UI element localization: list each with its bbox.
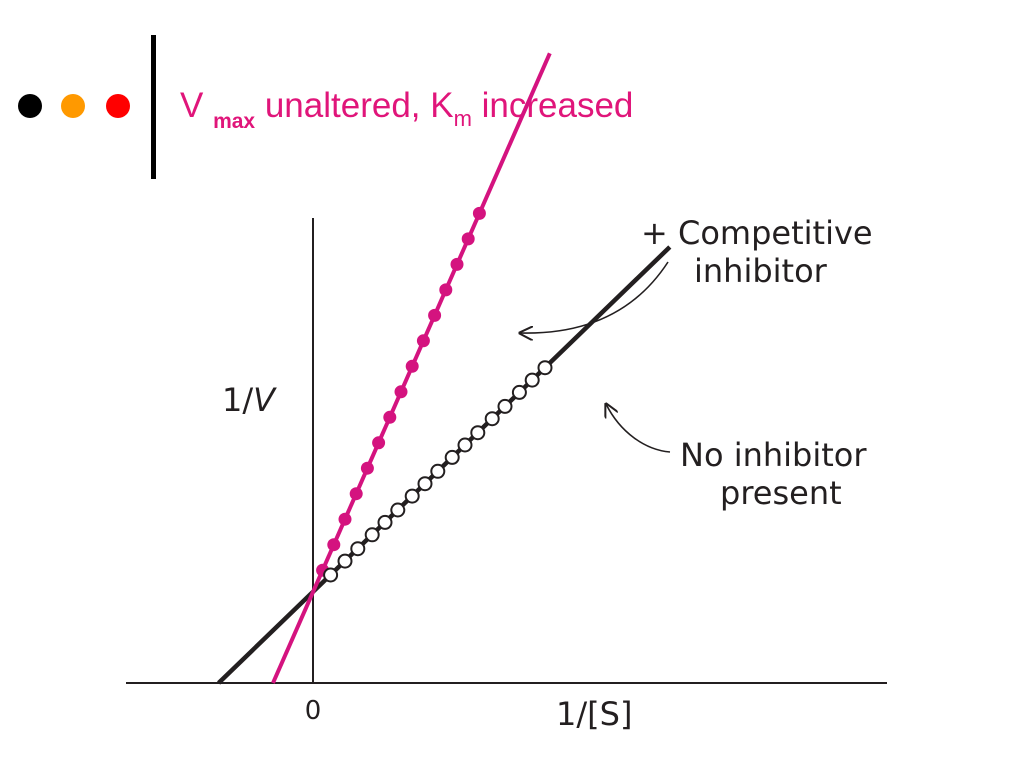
competitive-inhibitor-point-10 bbox=[416, 334, 430, 348]
competitive-inhibitor-point-14 bbox=[461, 232, 475, 246]
no-inhibitor-points bbox=[323, 360, 553, 583]
competitive-inhibitor-point-12 bbox=[439, 283, 453, 297]
no-inhibitor-point-4 bbox=[364, 527, 380, 543]
no-inhibitor-point-16 bbox=[524, 372, 540, 388]
origin-label: 0 bbox=[305, 696, 322, 726]
competitive-inhibitor-points bbox=[316, 206, 486, 577]
x-axis-label: 1/[S] bbox=[556, 695, 632, 733]
no-inhibitor-point-5 bbox=[377, 514, 393, 530]
title-part-increased: increased bbox=[471, 86, 634, 125]
bullet-dot-black bbox=[18, 94, 42, 118]
competitive-inhibitor-point-9 bbox=[405, 359, 419, 373]
no-inhibitor-point-9 bbox=[430, 463, 446, 479]
competitive-inhibitor-point-6 bbox=[372, 436, 386, 450]
competitive-inhibitor-point-13 bbox=[450, 257, 464, 271]
no-inhibitor-line bbox=[217, 245, 672, 685]
no-inhibitor-point-11 bbox=[457, 437, 473, 453]
title-part-km: unaltered, K bbox=[255, 86, 454, 125]
title-subscript-m: m bbox=[453, 106, 472, 131]
no-inhibitor-point-10 bbox=[444, 449, 460, 465]
no-inhibitor-point-1 bbox=[323, 567, 339, 583]
bullet-dot-orange bbox=[61, 94, 85, 118]
competitive-annotation-arrow bbox=[520, 261, 669, 333]
title-divider bbox=[151, 35, 156, 179]
competitive-inhibitor-point-15 bbox=[472, 206, 486, 220]
no-inhibitor-annotation-arrow bbox=[606, 404, 671, 453]
no-inhibitor-point-2 bbox=[337, 553, 353, 569]
no-inhibitor-point-14 bbox=[497, 398, 513, 414]
no-inhibitor-point-8 bbox=[417, 476, 433, 492]
title-subscript-max: max bbox=[213, 110, 256, 133]
no-inhibitor-point-7 bbox=[404, 488, 420, 504]
competitive-inhibitor-point-7 bbox=[383, 410, 397, 424]
no-inhibitor-point-6 bbox=[390, 502, 406, 518]
no-inhibitor-point-13 bbox=[484, 411, 500, 427]
no-inhibitor-point-12 bbox=[470, 425, 486, 441]
no-inhibitor-point-15 bbox=[511, 384, 527, 400]
no-inhibitor-annotation-line1: No inhibitor bbox=[680, 436, 867, 474]
competitive-inhibitor-point-2 bbox=[327, 538, 341, 552]
competitive-inhibitor-point-3 bbox=[338, 512, 352, 526]
competitive-inhibitor-point-11 bbox=[428, 308, 442, 322]
competitive-inhibitor-point-4 bbox=[349, 487, 363, 501]
y-axis-label: 1/V bbox=[222, 381, 277, 419]
title-part-v: V bbox=[180, 86, 214, 125]
no-inhibitor-point-17 bbox=[537, 360, 553, 376]
no-inhibitor-point-3 bbox=[350, 541, 366, 557]
no-inhibitor-annotation-line2: present bbox=[720, 474, 842, 512]
competitive-annotation-line2: inhibitor bbox=[694, 252, 828, 290]
slide-title: V max unaltered, Km increased bbox=[180, 84, 633, 133]
bullet-dot-red bbox=[106, 94, 130, 118]
competitive-inhibitor-point-8 bbox=[394, 385, 408, 399]
competitive-annotation-line1: + Competitive bbox=[641, 214, 873, 252]
competitive-inhibitor-point-5 bbox=[360, 461, 374, 475]
